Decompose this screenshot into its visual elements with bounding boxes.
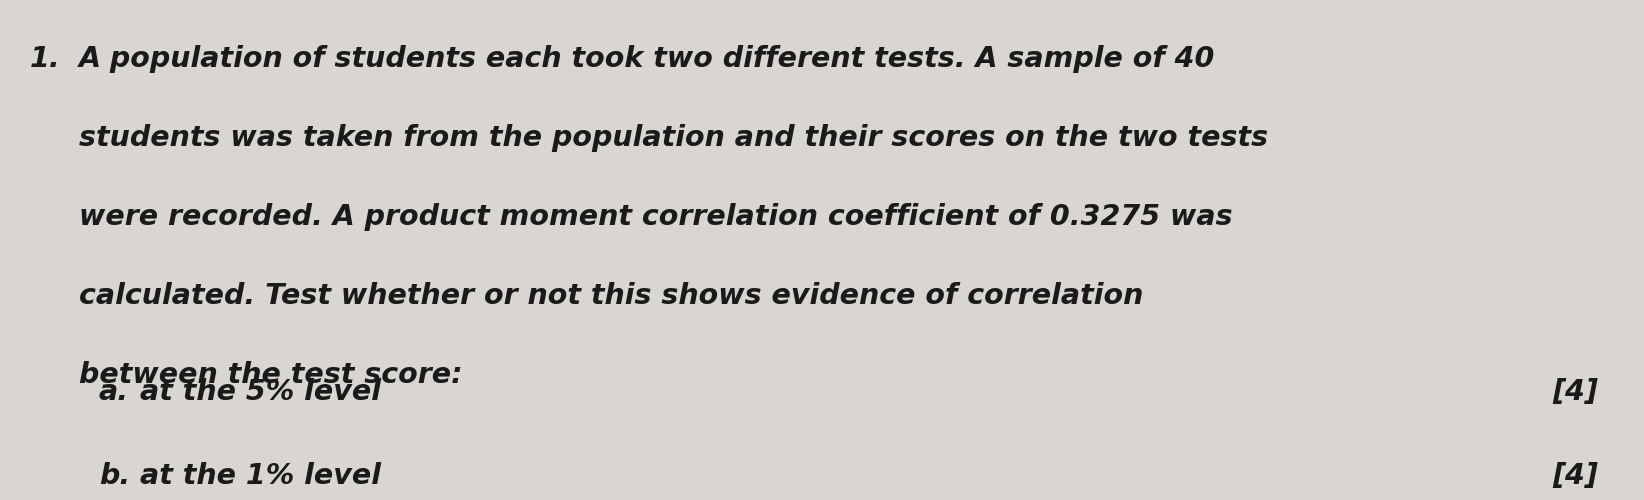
Text: [4]: [4] <box>1552 378 1598 406</box>
Text: were recorded. A product moment correlation coefficient of 0.3275 was: were recorded. A product moment correlat… <box>79 203 1233 231</box>
Text: between the test score:: between the test score: <box>79 361 462 389</box>
Text: students was taken from the population and their scores on the two tests: students was taken from the population a… <box>79 124 1268 152</box>
Text: A population of students each took two different tests. A sample of 40: A population of students each took two d… <box>79 45 1215 73</box>
Text: b.: b. <box>99 462 130 490</box>
Text: 1.: 1. <box>30 45 61 73</box>
Text: a.: a. <box>99 378 128 406</box>
Text: at the 1% level: at the 1% level <box>140 462 381 490</box>
Text: at the 5% level: at the 5% level <box>140 378 381 406</box>
Text: calculated. Test whether or not this shows evidence of correlation: calculated. Test whether or not this sho… <box>79 282 1143 310</box>
Text: [4]: [4] <box>1552 462 1598 490</box>
